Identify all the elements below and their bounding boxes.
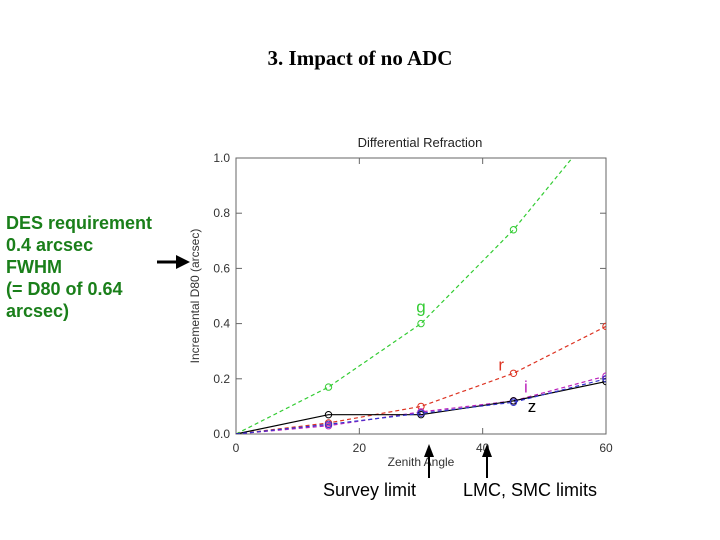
data-point (324, 383, 333, 391)
requirement-line: FWHM (6, 257, 62, 277)
data-point (509, 226, 518, 234)
series-line-z (236, 380, 606, 434)
x-axis-label: Zenith Angle (388, 455, 455, 469)
data-point (417, 319, 425, 328)
requirement-line: DES requirement (6, 213, 153, 233)
series-label-r: r (498, 356, 504, 375)
chart-title: Differential Refraction (358, 135, 483, 150)
annotation-arrows (157, 255, 492, 478)
y-axis-label: Incremental D80 (arcsec) (188, 229, 202, 364)
y-tick-label: 0.8 (213, 206, 230, 220)
data-point (602, 322, 606, 331)
series-line-g (236, 158, 573, 434)
requirement-note: DES requirement 0.4 arcsec FWHM (= D80 o… (6, 212, 176, 322)
series-label-z: z (528, 397, 537, 416)
x-tick-label: 20 (353, 441, 367, 455)
requirement-line: arcsec) (6, 301, 70, 321)
data-point (324, 420, 333, 429)
y-tick-label: 0.4 (213, 317, 230, 331)
series-label-g: g (416, 298, 425, 317)
series-line (236, 378, 606, 434)
requirement-line: 0.4 arcsec (6, 235, 94, 255)
y-tick-label: 0.2 (213, 372, 230, 386)
y-tick-label: 0.6 (213, 261, 230, 275)
data-point (509, 369, 518, 377)
x-tick-label: 0 (233, 441, 240, 455)
slide-title: 3. Impact of no ADC (267, 46, 453, 70)
y-tick-label: 0.0 (213, 427, 230, 441)
series-group (236, 158, 606, 434)
data-point (602, 375, 606, 383)
data-point (324, 410, 333, 419)
lmc-smc-arrow-head (482, 444, 492, 457)
requirement-arrow-head (176, 255, 190, 269)
series-line-i (236, 375, 606, 434)
survey-limit-arrow-head (424, 444, 434, 457)
y-tick-label: 1.0 (213, 151, 230, 165)
plot-frame (235, 157, 607, 435)
x-tick-label: 60 (599, 441, 613, 455)
requirement-line: (= D80 of 0.64 (6, 279, 123, 299)
data-point (417, 402, 425, 411)
data-point (417, 409, 425, 417)
data-point (509, 398, 518, 406)
series-label-i: i (524, 378, 528, 397)
data-point (602, 377, 606, 386)
survey-limit-label: Survey limit (323, 480, 417, 500)
lmc-smc-limits-label: LMC, SMC limits (463, 480, 597, 500)
